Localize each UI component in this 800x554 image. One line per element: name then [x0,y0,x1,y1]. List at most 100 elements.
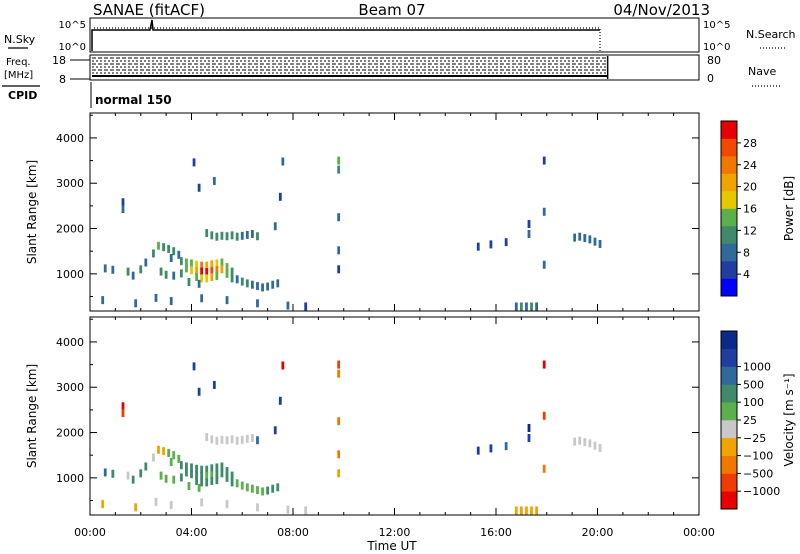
velocity-panel: 1000 2000 3000 4000 Slant Range [km] [25,316,700,516]
colorbar-label: Velocity [m s⁻¹] [782,373,796,466]
data-cell [200,274,204,283]
colorbar-tick-label: 4 [743,268,750,281]
data-cell [542,411,546,420]
colorbars: 4 8 12 16 20 24 28 Power [dB] −1000 −500 −100 −25 25… [720,120,796,510]
x-axis-label: Time UT [366,539,417,553]
data-cell [578,436,582,445]
data-cell [542,260,546,269]
nsky-box [89,17,700,53]
nsky-tick-bottom: 10^0 [59,42,86,53]
data-cell [286,505,290,514]
data-cell [197,387,201,396]
data-cell [225,467,229,476]
data-cell [304,302,308,311]
data-cell [169,253,173,262]
freq-tick-top: 18 [52,54,66,67]
data-cell [276,483,280,492]
data-cell [527,220,531,229]
colorbar-swatch [721,261,737,279]
data-cell [172,475,176,484]
data-cell [121,409,125,418]
data-cell [542,464,546,473]
colorbar-swatch [721,420,737,439]
data-cell [215,266,219,275]
data-cell [205,472,209,481]
data-cell [195,260,198,269]
data-cell [215,232,219,241]
data-cell [192,362,196,371]
data-cell [205,433,209,442]
data-cell [240,231,244,240]
data-cell [157,445,160,454]
data-cell [337,213,341,222]
data-cell [240,481,244,490]
x-tick-label: 08:00 [277,526,309,539]
data-cell [337,469,341,478]
data-cell [256,282,259,291]
data-cell [271,280,275,289]
data-cell [179,461,183,470]
nsky-tick-top: 10^5 [59,20,86,31]
data-cell [251,484,254,493]
data-cell [235,436,239,445]
data-cell [190,470,193,479]
data-cell [251,229,254,238]
colorbar-swatch [721,402,737,421]
data-cell [179,473,183,482]
power-panel-frame [89,112,700,312]
colorbar-tick-label: −25 [743,432,766,445]
freq-strip: Freq. [MHz] 18 8 80 0 Nave [4,54,780,87]
data-cell [230,478,234,487]
colorbar-tick-label: 28 [743,137,757,150]
data-cell [210,464,214,473]
data-cell [144,258,148,267]
y-tick-label: 2000 [56,223,84,236]
nsearch-tick-bottom: 10^0 [703,42,730,53]
cpid-label: CPID [8,89,37,102]
colorbar-swatch [721,366,737,385]
colorbar-tick-label: 25 [743,414,757,427]
data-cell [157,241,160,250]
freq-label-2: [MHz] [4,70,33,81]
data-cell [101,296,105,305]
data-cell [337,360,341,369]
data-cell [530,302,533,311]
data-cell [593,441,597,450]
cpid-strip: CPID normal 150 [2,82,172,108]
data-cell [230,274,234,283]
data-cell [337,246,341,255]
data-cell [192,158,196,167]
data-cell [164,474,168,483]
data-cell [251,280,254,289]
data-cell [121,402,125,411]
colorbar-tick-label: 16 [743,203,757,216]
data-cell [205,229,209,238]
nsearch-label: N.Search [746,28,796,41]
data-cell [504,442,508,451]
data-cell [210,260,214,269]
data-cell [185,462,188,471]
data-cell [200,267,204,276]
velocity-colorbar: −1000 −500 −100 −25 25 100 500 1000 Velocity [m … [720,330,796,510]
data-cell [212,380,216,389]
freq-traces [92,56,609,79]
y-tick-label: 1000 [56,472,84,485]
data-cell [220,231,224,240]
nave-label: Nave [748,65,776,78]
data-cell [489,240,493,249]
data-cell [535,506,538,515]
data-cell [530,506,533,515]
data-cell [230,435,234,444]
data-cell [220,435,224,444]
data-cell [337,156,341,165]
data-cell [215,463,219,472]
data-cell [527,433,531,442]
data-cell [197,483,201,492]
data-cell [210,471,214,480]
data-cell [162,243,165,252]
colorbar-tick-label: 8 [743,246,750,259]
data-cell [256,486,259,495]
x-tick-label: 00:00 [74,526,106,539]
colorbar-swatch [721,455,737,474]
data-cell [169,297,173,306]
